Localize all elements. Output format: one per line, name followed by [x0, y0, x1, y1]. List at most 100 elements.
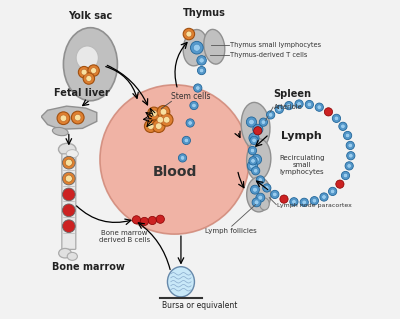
Text: Recirculating
small
lymphocytes: Recirculating small lymphocytes [279, 155, 324, 175]
Circle shape [247, 161, 258, 171]
Circle shape [88, 65, 99, 76]
Circle shape [157, 106, 170, 118]
Circle shape [253, 124, 263, 134]
Text: Bursa or equivalent: Bursa or equivalent [162, 301, 238, 310]
Circle shape [317, 105, 322, 109]
Ellipse shape [76, 46, 98, 70]
Circle shape [249, 133, 259, 143]
Circle shape [300, 198, 308, 206]
Circle shape [160, 108, 167, 115]
Ellipse shape [64, 28, 118, 101]
Circle shape [154, 114, 167, 126]
Circle shape [199, 58, 204, 63]
Circle shape [348, 143, 352, 148]
Ellipse shape [67, 252, 78, 260]
Text: Lymph node paracortex: Lymph node paracortex [277, 203, 352, 208]
Circle shape [132, 216, 141, 224]
Ellipse shape [247, 139, 271, 180]
Circle shape [348, 153, 353, 158]
Circle shape [192, 103, 196, 108]
Circle shape [290, 198, 298, 206]
Text: Bone marrow: Bone marrow [52, 262, 125, 272]
Ellipse shape [260, 198, 269, 210]
Circle shape [151, 110, 157, 117]
Circle shape [347, 152, 355, 160]
Ellipse shape [241, 102, 270, 150]
Circle shape [332, 114, 340, 122]
Circle shape [250, 136, 258, 145]
Text: Arteriole: Arteriole [274, 104, 303, 110]
Circle shape [249, 119, 254, 125]
Circle shape [199, 68, 204, 73]
Ellipse shape [168, 267, 194, 297]
Circle shape [78, 66, 90, 78]
Ellipse shape [66, 150, 78, 158]
Circle shape [324, 108, 332, 116]
Circle shape [258, 195, 263, 200]
Circle shape [91, 68, 96, 74]
Circle shape [344, 131, 352, 140]
Circle shape [254, 127, 262, 135]
Circle shape [266, 111, 275, 119]
Circle shape [62, 204, 75, 217]
Polygon shape [41, 106, 97, 129]
Circle shape [341, 124, 345, 129]
Circle shape [285, 101, 293, 110]
Ellipse shape [247, 177, 271, 212]
Circle shape [263, 184, 271, 192]
Text: Bone marrow
derived B cells: Bone marrow derived B cells [99, 230, 150, 243]
Circle shape [160, 114, 173, 126]
Text: Blood: Blood [152, 165, 197, 179]
Text: Lymph: Lymph [281, 131, 322, 141]
Text: Thymus-derived T cells: Thymus-derived T cells [230, 52, 307, 58]
Circle shape [250, 185, 259, 194]
Circle shape [310, 197, 318, 205]
Circle shape [254, 157, 259, 162]
Circle shape [186, 119, 194, 127]
Circle shape [302, 200, 306, 204]
Circle shape [62, 156, 75, 169]
Circle shape [275, 105, 284, 114]
Circle shape [83, 73, 94, 84]
Circle shape [280, 195, 288, 203]
Circle shape [256, 193, 265, 202]
Circle shape [252, 198, 261, 207]
Circle shape [194, 84, 202, 92]
Circle shape [322, 195, 326, 199]
Circle shape [249, 157, 257, 165]
Circle shape [272, 192, 277, 197]
Circle shape [345, 162, 353, 170]
Circle shape [62, 220, 75, 233]
Circle shape [148, 123, 154, 130]
Circle shape [156, 123, 162, 130]
Ellipse shape [204, 29, 225, 64]
Circle shape [320, 193, 328, 201]
Circle shape [62, 172, 75, 185]
Ellipse shape [59, 249, 71, 258]
Circle shape [254, 200, 259, 205]
Circle shape [292, 199, 296, 204]
Circle shape [65, 159, 72, 166]
Circle shape [258, 178, 263, 182]
Circle shape [62, 188, 75, 201]
Circle shape [188, 121, 192, 125]
Circle shape [264, 186, 269, 190]
Circle shape [178, 154, 187, 162]
Circle shape [198, 66, 206, 75]
Circle shape [246, 117, 256, 127]
Circle shape [339, 122, 347, 130]
Ellipse shape [52, 127, 68, 136]
Circle shape [250, 163, 255, 169]
Circle shape [148, 107, 160, 120]
Text: Lymph follicles: Lymph follicles [205, 228, 257, 234]
Circle shape [193, 44, 200, 51]
Circle shape [346, 141, 354, 150]
Circle shape [287, 103, 291, 108]
Circle shape [148, 216, 156, 225]
Circle shape [144, 120, 157, 132]
Circle shape [268, 113, 273, 117]
Ellipse shape [58, 143, 76, 155]
Circle shape [261, 120, 266, 124]
Circle shape [259, 118, 268, 126]
Circle shape [297, 102, 301, 106]
